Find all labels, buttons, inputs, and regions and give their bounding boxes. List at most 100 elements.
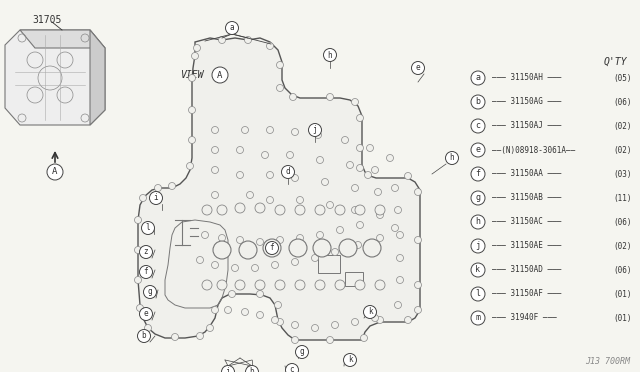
Circle shape: [266, 196, 273, 203]
Text: (01): (01): [614, 289, 632, 298]
Text: A: A: [218, 71, 223, 80]
Circle shape: [228, 291, 236, 298]
Circle shape: [326, 202, 333, 208]
Circle shape: [275, 205, 285, 215]
Circle shape: [335, 280, 345, 290]
Circle shape: [221, 366, 234, 372]
Circle shape: [211, 126, 218, 134]
Text: c: c: [290, 366, 294, 372]
Circle shape: [263, 239, 281, 257]
Circle shape: [308, 124, 321, 137]
Circle shape: [314, 131, 321, 138]
Circle shape: [363, 239, 381, 257]
Circle shape: [225, 22, 239, 35]
Text: ——— 31150AB ———: ——— 31150AB ———: [492, 193, 561, 202]
Circle shape: [332, 321, 339, 328]
Text: ——— 31150AJ ———: ——— 31150AJ ———: [492, 122, 561, 131]
Circle shape: [266, 171, 273, 179]
Circle shape: [355, 280, 365, 290]
Text: l: l: [146, 224, 150, 232]
Circle shape: [211, 307, 218, 314]
Circle shape: [138, 330, 150, 343]
Circle shape: [218, 36, 225, 44]
Text: a: a: [476, 74, 481, 83]
Text: (02): (02): [614, 145, 632, 154]
Circle shape: [154, 185, 161, 192]
Circle shape: [235, 280, 245, 290]
Circle shape: [415, 189, 422, 196]
Circle shape: [415, 282, 422, 289]
Text: h: h: [450, 154, 454, 163]
Circle shape: [291, 337, 298, 343]
Circle shape: [196, 333, 204, 340]
Text: c: c: [476, 122, 481, 131]
Circle shape: [266, 241, 278, 254]
Circle shape: [313, 239, 331, 257]
Circle shape: [404, 173, 412, 180]
Text: e: e: [144, 310, 148, 318]
Circle shape: [365, 171, 371, 179]
Circle shape: [47, 164, 63, 180]
Circle shape: [276, 318, 284, 326]
Circle shape: [212, 67, 228, 83]
Circle shape: [207, 324, 214, 331]
Circle shape: [374, 189, 381, 196]
Circle shape: [134, 276, 141, 283]
Text: ——— 31150AH ———: ——— 31150AH ———: [492, 74, 561, 83]
Circle shape: [394, 206, 401, 214]
Circle shape: [289, 93, 296, 100]
Text: ——— 31150AA ———: ——— 31150AA ———: [492, 170, 561, 179]
Text: (06): (06): [614, 218, 632, 227]
Circle shape: [282, 166, 294, 179]
Circle shape: [239, 241, 257, 259]
Circle shape: [351, 99, 358, 106]
Circle shape: [191, 52, 198, 60]
Circle shape: [356, 144, 364, 151]
Bar: [318, 255, 340, 273]
Circle shape: [415, 307, 422, 314]
Circle shape: [394, 301, 401, 308]
Text: f: f: [144, 267, 148, 276]
Text: h: h: [476, 218, 481, 227]
Text: j: j: [476, 241, 481, 250]
Circle shape: [471, 311, 485, 325]
Circle shape: [211, 262, 218, 269]
Polygon shape: [138, 38, 420, 340]
Circle shape: [189, 74, 195, 81]
Circle shape: [356, 164, 364, 171]
Circle shape: [202, 205, 212, 215]
Circle shape: [317, 157, 323, 164]
Text: (03): (03): [614, 170, 632, 179]
Text: e: e: [476, 145, 481, 154]
Circle shape: [145, 324, 152, 331]
Text: i: i: [154, 193, 158, 202]
Circle shape: [266, 42, 273, 49]
Circle shape: [276, 84, 284, 92]
Text: e: e: [416, 64, 420, 73]
Circle shape: [276, 61, 284, 68]
Text: A: A: [52, 167, 58, 176]
Circle shape: [335, 205, 345, 215]
Circle shape: [355, 241, 362, 248]
Circle shape: [189, 137, 195, 144]
Circle shape: [217, 205, 227, 215]
Bar: [345, 272, 363, 286]
Circle shape: [237, 237, 243, 244]
Circle shape: [291, 321, 298, 328]
Circle shape: [140, 308, 152, 321]
Circle shape: [351, 318, 358, 326]
Text: g: g: [300, 347, 304, 356]
Circle shape: [471, 239, 485, 253]
Circle shape: [134, 217, 141, 224]
Circle shape: [371, 314, 378, 321]
Text: (02): (02): [614, 241, 632, 250]
Circle shape: [337, 227, 344, 234]
Circle shape: [397, 254, 403, 262]
Circle shape: [471, 215, 485, 229]
Circle shape: [266, 126, 273, 134]
Circle shape: [376, 234, 383, 241]
Text: J13 700RM: J13 700RM: [585, 357, 630, 366]
Circle shape: [244, 36, 252, 44]
Circle shape: [202, 280, 212, 290]
Circle shape: [351, 185, 358, 192]
